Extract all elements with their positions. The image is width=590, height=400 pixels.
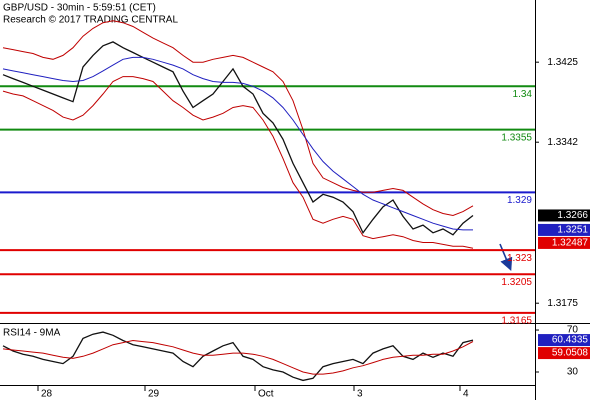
forecast-arrow xyxy=(499,243,513,271)
level-label: 1.329 xyxy=(507,195,532,206)
y-tick-label: 30 xyxy=(567,367,579,378)
y-tick-label: 1.3342 xyxy=(547,137,578,148)
price-marker xyxy=(538,236,590,249)
x-tick-label: 4 xyxy=(463,389,469,400)
price-marker-label: 1.3266 xyxy=(557,210,588,221)
x-tick-label: 3 xyxy=(357,389,363,400)
x-tick-label: 29 xyxy=(148,389,160,400)
level-label: 1.3205 xyxy=(501,277,532,288)
y-tick-label: 1.3175 xyxy=(547,298,578,309)
series-line xyxy=(2,41,474,236)
rsi-title: RSI14 - 9MA xyxy=(3,328,61,339)
chart-subtitle: Research © 2017 TRADING CENTRAL xyxy=(3,15,178,26)
level-label: 1.3355 xyxy=(501,132,532,143)
y-tick-label: 70 xyxy=(567,325,579,336)
series-line xyxy=(2,56,473,231)
level-label: 1.34 xyxy=(513,89,533,100)
price-marker-label: 1.3251 xyxy=(557,225,588,236)
x-tick-label: Oct xyxy=(258,389,274,400)
series-line xyxy=(2,331,474,382)
level-label: 1.3165 xyxy=(501,315,532,326)
price-marker xyxy=(538,209,590,222)
chart-title: GBP/USD - 30min - 5:59:51 (CET) xyxy=(3,3,156,14)
price-marker-label: 59.0508 xyxy=(552,348,589,359)
series-line xyxy=(2,76,474,249)
level-label: 1.323 xyxy=(507,253,532,264)
price-marker xyxy=(538,347,590,360)
price-marker-label: 60.4335 xyxy=(552,335,589,346)
series-line xyxy=(2,20,474,217)
x-tick-label: 28 xyxy=(41,389,53,400)
price-marker-label: 1.32487 xyxy=(552,238,589,249)
series-line xyxy=(2,339,474,375)
y-tick-label: 1.3425 xyxy=(547,57,578,68)
price-marker xyxy=(538,334,590,347)
price-marker xyxy=(538,223,590,236)
